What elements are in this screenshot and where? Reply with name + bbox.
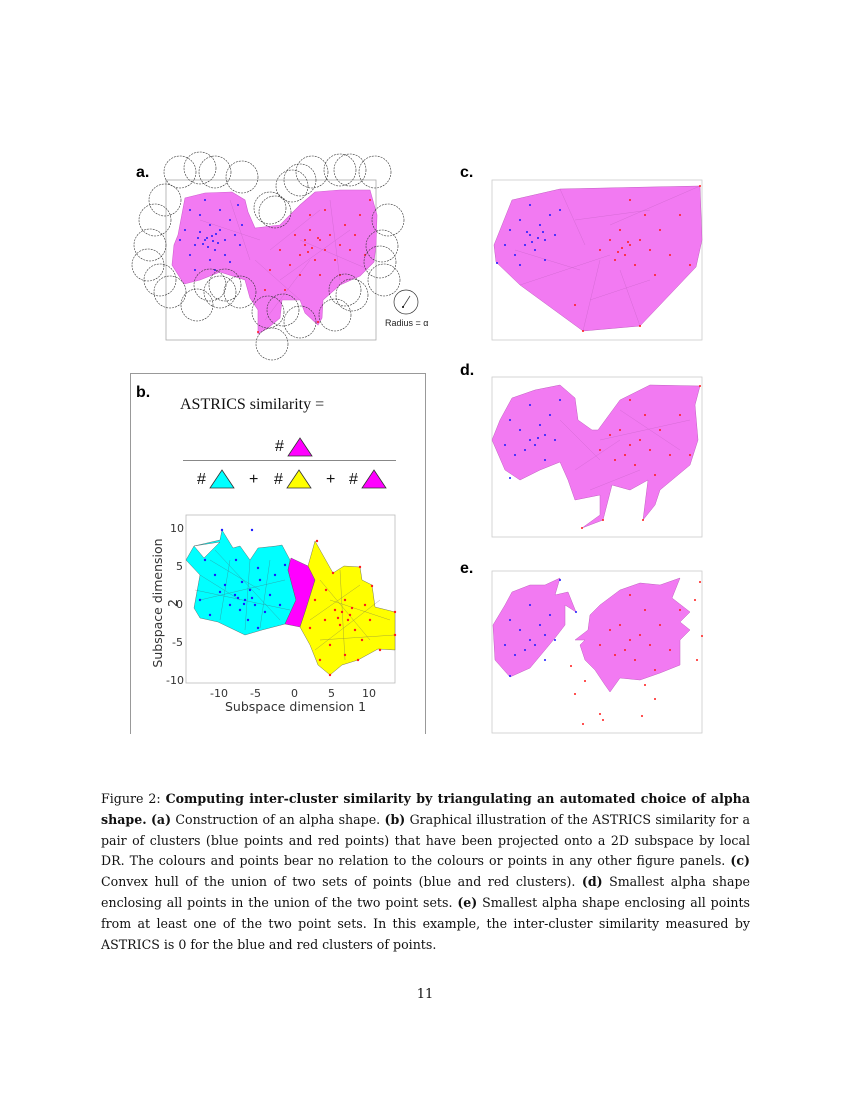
- y-tick: 5: [176, 560, 183, 573]
- denominator-hash-yellow: #: [274, 471, 283, 488]
- denominator-hash-cyan: #: [197, 471, 206, 488]
- panel-d-label: d.: [460, 362, 475, 379]
- radius-legend-icon: [393, 289, 419, 315]
- caption-tag-c: (c): [730, 853, 750, 869]
- panel-e-label: e.: [460, 560, 474, 577]
- panel-b-label: b.: [136, 384, 151, 401]
- denominator-hash-magenta: #: [349, 471, 358, 488]
- caption-text-b: Graphical illustration of the ASTRICS si…: [101, 811, 750, 869]
- cyan-triangle-icon: [209, 469, 235, 489]
- x-tick: 10: [362, 687, 376, 700]
- caption-text-c: Convex hull of the union of two sets of …: [101, 874, 582, 890]
- fraction-line: [183, 460, 396, 461]
- panel-a-red-points: [257, 199, 371, 333]
- caption-tag-a: (a): [150, 811, 172, 827]
- panel-a-label: a.: [136, 164, 150, 181]
- caption-text-e: Smallest alpha shape enclosing all point…: [101, 894, 750, 952]
- magenta-triangle-icon: [361, 469, 387, 489]
- y-tick: -5: [172, 636, 183, 649]
- x-tick: -5: [250, 687, 261, 700]
- plus-operator-1: +: [249, 471, 259, 488]
- panel-a-blue-points: [179, 199, 243, 271]
- numerator-hash: #: [275, 438, 284, 455]
- caption-title: Computing inter-cluster similarity by tr…: [101, 791, 750, 827]
- plus-operator-2: +: [326, 471, 336, 488]
- panel-a-alpha-circles: [131, 151, 405, 361]
- panel-b-frame: [130, 373, 426, 734]
- caption-tag-d: (d): [581, 874, 603, 890]
- caption-tag-e: (e): [457, 894, 478, 910]
- y-tick: 0: [176, 598, 183, 611]
- x-tick: 0: [291, 687, 298, 700]
- figure-caption: Figure 2: Computing inter-cluster simila…: [101, 789, 750, 955]
- caption-text-d: Smallest alpha shape enclosing all point…: [101, 874, 751, 910]
- x-tick: 5: [328, 687, 335, 700]
- x-axis-label: Subspace dimension 1: [225, 699, 367, 714]
- radius-legend-label: Radius = α: [385, 318, 429, 328]
- formula-title: ASTRICS similarity =: [180, 396, 325, 413]
- panel-c-label: c.: [460, 164, 474, 181]
- y-tick: -10: [166, 674, 184, 687]
- yellow-triangle-icon: [286, 469, 312, 489]
- magenta-triangle-icon: [287, 437, 313, 457]
- caption-prefix: Figure 2:: [101, 791, 166, 806]
- caption-tag-b: (b): [384, 811, 406, 827]
- x-tick: -10: [210, 687, 228, 700]
- page-number: 11: [416, 987, 434, 1002]
- y-tick: 10: [170, 522, 184, 535]
- caption-text-a: Construction of an alpha shape.: [171, 811, 385, 827]
